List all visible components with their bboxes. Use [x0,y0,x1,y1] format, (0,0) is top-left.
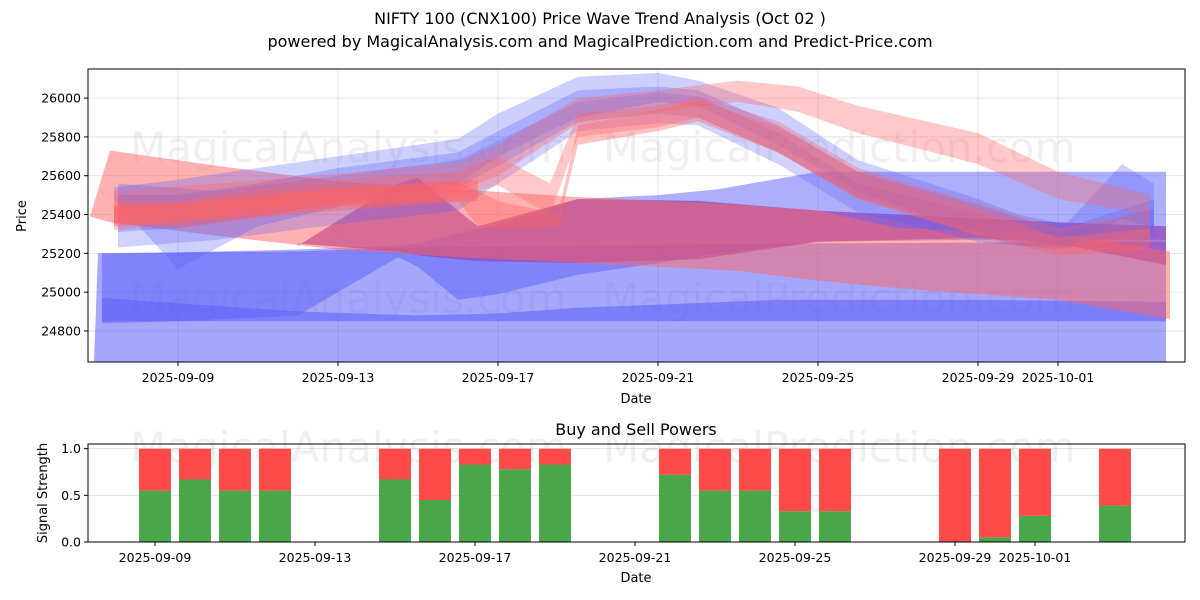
buy-bar [1019,515,1051,542]
buy-bar [1099,505,1131,542]
buy-bar [539,464,571,542]
sell-bar [1099,448,1131,506]
buy-bar [179,479,211,542]
signal-y-ticks: 0.0 0.5 1.0 [61,441,88,550]
sell-bar [139,448,171,491]
y-tick-label: 25200 [41,246,81,261]
price-x-axis-label: Date [620,392,651,407]
sell-bar [179,448,211,480]
sell-bar [219,448,251,491]
sell-bar [779,448,811,512]
sell-bar [819,448,851,512]
red-core-band [114,179,478,227]
x-tick-label: 2025-09-25 [782,370,855,385]
price-axes-frame [87,68,1186,363]
red-wave-top [114,80,1150,225]
x-tick-label: 2025-09-29 [919,550,992,565]
sell-bar [739,448,771,491]
sell-bar [939,448,971,542]
sell-bar [379,448,411,480]
price-bands [90,72,1170,362]
blue-wave-mid [118,86,1154,246]
buy-bar [419,500,451,542]
buy-bar [739,490,771,542]
blue-wave-low [118,92,1154,250]
signal-chart: Buy and Sell Powers MagicalAnalysis.com M… [36,420,1186,586]
x-tick-label: 2025-09-29 [942,370,1015,385]
buy-bar [459,464,491,542]
x-tick-label: 2025-09-13 [302,370,375,385]
buy-bar [219,490,251,542]
buy-bar [139,490,171,542]
x-tick-label: 2025-09-09 [119,550,192,565]
signal-bars [139,448,1131,542]
x-tick-label: 2025-09-21 [599,550,672,565]
sell-bar [659,448,691,475]
signal-x-axis-label: Date [620,571,651,586]
price-x-ticks: 2025-09-09 2025-09-13 2025-09-17 2025-09-21… [142,362,1095,385]
price-y-ticks: 24800 25000 25200 25400 25600 25800 26000 [41,91,88,338]
blue-wave-upper [114,72,1154,269]
signal-y-axis-label: Signal Strength [36,443,51,543]
buy-bar [699,490,731,542]
x-tick-label: 2025-10-01 [1022,370,1095,385]
buy-bar [819,511,851,542]
sell-bar [419,448,451,500]
x-tick-label: 2025-09-17 [462,370,535,385]
sell-bar [259,448,291,491]
sell-bar [459,448,491,465]
x-tick-label: 2025-09-09 [142,370,215,385]
signal-x-ticks: 2025-09-09 2025-09-13 2025-09-17 2025-09-21… [119,542,1072,565]
y-tick-label: 25400 [41,207,81,222]
signal-chart-title: Buy and Sell Powers [555,420,717,439]
y-tick-label: 0.5 [61,488,81,503]
y-tick-label: 25600 [41,168,81,183]
red-wide-band [90,150,1170,320]
x-tick-label: 2025-09-25 [759,550,832,565]
buy-bar [259,490,291,542]
blue-lower-band [102,298,1166,322]
y-tick-label: 0.0 [61,535,81,550]
buy-bar [379,479,411,542]
sell-bar [1019,448,1051,516]
y-tick-label: 25800 [41,129,81,144]
y-tick-label: 24800 [41,323,81,338]
chart-subtitle: powered by MagicalAnalysis.com and Magic… [267,32,933,51]
price-chart: MagicalAnalysis.com MagicalPrediction.com… [15,68,1186,407]
watermark-text: MagicalPrediction.com [603,123,1076,172]
sell-bar [499,448,531,470]
red-wave-mid [114,96,1150,250]
x-tick-label: 2025-09-13 [279,550,352,565]
buy-bar [499,469,531,542]
chart-title: NIFTY 100 (CNX100) Price Wave Trend Anal… [374,9,826,28]
x-tick-label: 2025-09-21 [622,370,695,385]
price-y-axis-label: Price [15,200,30,232]
buy-bar [659,474,691,542]
x-tick-label: 2025-09-17 [439,550,512,565]
y-tick-label: 1.0 [61,441,81,456]
y-tick-label: 26000 [41,91,81,106]
x-tick-label: 2025-10-01 [999,550,1072,565]
sell-bar [539,448,571,465]
sell-bar [699,448,731,491]
y-tick-label: 25000 [41,285,81,300]
buy-bar [779,511,811,542]
signal-axes-frame [87,443,1186,543]
red-wave-low [114,100,1150,256]
sell-bar [979,448,1011,538]
buy-bar [979,537,1011,542]
